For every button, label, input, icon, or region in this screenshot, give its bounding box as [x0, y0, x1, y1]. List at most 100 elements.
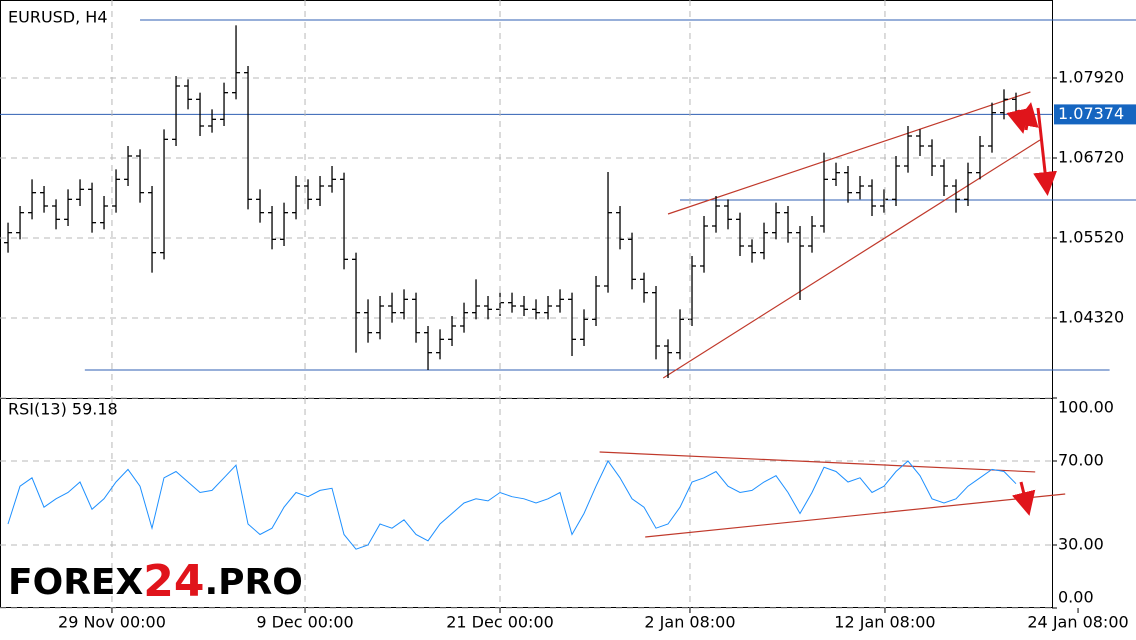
ohlc-bar	[400, 289, 409, 320]
ohlc-bar	[304, 179, 313, 210]
ohlc-bar	[844, 166, 853, 203]
x-tick-label: 21 Dec 00:00	[446, 613, 554, 632]
ohlc-bar	[4, 222, 13, 253]
watermark: FOREX24.PRO	[8, 556, 303, 607]
ohlc-bar	[376, 296, 385, 340]
arrow	[1006, 107, 1030, 134]
x-tick-label: 29 Nov 00:00	[58, 613, 166, 632]
ohlc-bar	[820, 152, 829, 233]
ohlc-bar	[208, 109, 217, 133]
watermark-part: 24	[143, 556, 204, 607]
ohlc-bar	[688, 256, 697, 326]
ohlc-bar	[592, 276, 601, 326]
ohlc-bar	[604, 172, 613, 293]
ohlc-bar	[1000, 89, 1009, 120]
watermark-part: FOREX	[8, 562, 144, 603]
ohlc-bar	[652, 286, 661, 360]
x-tick-label: 24 Jan 08:00	[1027, 613, 1128, 632]
current-price-label: 1.07374	[1058, 104, 1124, 123]
ohlc-bar	[364, 299, 373, 343]
ohlc-bar	[340, 172, 349, 270]
ohlc-bar	[772, 202, 781, 240]
rsi-line	[7, 460, 1017, 550]
ohlc-bar	[784, 206, 793, 243]
ohlc-bar	[100, 196, 109, 230]
ohlc-bar	[16, 206, 25, 240]
ohlc-bar	[244, 66, 253, 210]
ohlc-bar	[472, 279, 481, 320]
ohlc-bar	[904, 126, 913, 173]
ohlc-bar	[544, 296, 553, 320]
price-title: EURUSD, H4	[8, 8, 108, 27]
ohlc-bar	[580, 309, 589, 346]
ohlc-bar	[796, 226, 805, 300]
ohlc-bar	[568, 292, 577, 356]
ohlc-bar	[136, 149, 145, 203]
ohlc-bar	[832, 162, 841, 186]
x-tick-label: 2 Jan 08:00	[644, 613, 735, 632]
current-price-box	[1054, 104, 1136, 125]
ohlc-bar	[712, 196, 721, 233]
ohlc-bar	[520, 296, 529, 316]
ohlc-bar	[952, 179, 961, 213]
y-tick-label: 1.05520	[1058, 228, 1124, 247]
ohlc-bar	[148, 186, 157, 273]
ohlc-bar	[868, 179, 877, 216]
ohlc-bar	[640, 272, 649, 303]
ohlc-bar	[352, 252, 361, 353]
ohlc-bar	[196, 92, 205, 136]
ohlc-bar	[76, 179, 85, 206]
ohlc-bar	[88, 182, 97, 233]
ohlc-bar	[856, 176, 865, 200]
ohlc-bar	[40, 186, 49, 213]
ohlc-bar	[988, 102, 997, 153]
ohlc-bar	[328, 166, 337, 193]
ohlc-bar	[484, 296, 493, 320]
trend-line	[599, 451, 1036, 473]
ohlc-bar	[892, 156, 901, 206]
ohlc-bar	[172, 76, 181, 146]
x-tick-label: 9 Dec 00:00	[256, 613, 353, 632]
y-tick-label: 0.00	[1058, 588, 1094, 607]
ohlc-bar	[256, 189, 265, 223]
ohlc-bar	[556, 289, 565, 313]
ohlc-bar	[532, 299, 541, 320]
ohlc-bar	[52, 199, 61, 230]
ohlc-bar	[880, 189, 889, 213]
ohlc-bar	[664, 339, 673, 378]
arrow	[1011, 481, 1036, 516]
trend-line	[667, 91, 1031, 215]
ohlc-bar	[448, 316, 457, 346]
ohlc-bar	[940, 159, 949, 196]
ohlc-bar	[748, 239, 757, 263]
ohlc-bar	[280, 202, 289, 246]
ohlc-bar	[736, 212, 745, 256]
arrows	[1006, 102, 1057, 516]
ohlc-bar	[112, 169, 121, 213]
ohlc-bar	[160, 129, 169, 260]
ohlc-bar	[616, 206, 625, 250]
ohlc-bar	[436, 329, 445, 360]
ohlc-bar	[976, 136, 985, 180]
rsi-title: RSI(13) 59.18	[8, 400, 118, 419]
ohlc-bar	[460, 302, 469, 333]
ohlc-bar	[808, 216, 817, 253]
ohlc-bar	[268, 206, 277, 250]
ohlc-bar	[64, 189, 73, 226]
ohlc-bar	[424, 326, 433, 370]
ohlc-bar	[124, 146, 133, 186]
ohlc-bar	[508, 292, 517, 313]
ohlc-bar	[388, 292, 397, 323]
trend-line	[662, 139, 1041, 379]
ohlc-bar	[412, 292, 421, 343]
y-tick-label: 1.04320	[1058, 308, 1124, 327]
ohlc-bar	[928, 139, 937, 176]
x-tick-label: 12 Jan 08:00	[834, 613, 935, 632]
ohlc-bar	[232, 25, 241, 100]
frame	[0, 0, 1053, 608]
ohlc-bar	[700, 216, 709, 273]
trend-line	[645, 493, 1066, 538]
ohlc-bar	[292, 176, 301, 220]
arrow	[1014, 102, 1039, 131]
